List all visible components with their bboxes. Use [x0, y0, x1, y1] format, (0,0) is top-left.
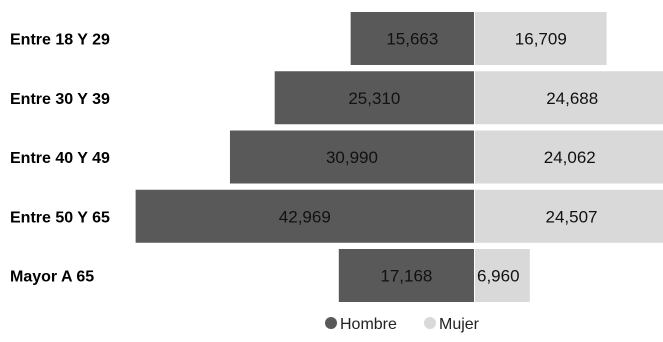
category-label: Mayor A 65	[10, 269, 94, 286]
value-label-mujer: 6,960	[477, 267, 520, 286]
category-label: Entre 50 Y 65	[10, 209, 110, 226]
bar-hombre	[274, 71, 474, 125]
legend-marker-mujer	[424, 317, 436, 329]
legend-label-hombre: Hombre	[340, 316, 397, 333]
value-label-hombre: 15,663	[386, 30, 438, 49]
value-label-hombre: 25,310	[348, 89, 400, 108]
value-label-mujer: 16,709	[515, 30, 567, 49]
value-label-hombre: 42,969	[279, 207, 331, 226]
value-label-hombre: 30,990	[326, 148, 378, 167]
bar-mujer	[475, 189, 663, 243]
bar-mujer	[475, 130, 663, 184]
bar-mujer	[475, 249, 530, 302]
bar-mujer	[475, 71, 663, 125]
category-label: Entre 18 Y 29	[10, 32, 110, 49]
legend-marker-hombre	[325, 317, 337, 329]
value-label-mujer: 24,062	[544, 148, 596, 167]
value-label-mujer: 24,507	[545, 207, 597, 226]
value-label-mujer: 24,688	[546, 89, 598, 108]
bar-hombre	[135, 189, 474, 243]
category-label: Entre 30 Y 39	[10, 91, 110, 108]
category-label: Entre 40 Y 49	[10, 150, 110, 167]
bar-hombre	[229, 130, 474, 184]
value-label-hombre: 17,168	[380, 267, 432, 286]
bar-mujer	[475, 12, 607, 65]
legend-label-mujer: Mujer	[439, 316, 480, 333]
bar-hombre	[350, 12, 474, 65]
bar-hombre	[338, 249, 474, 302]
